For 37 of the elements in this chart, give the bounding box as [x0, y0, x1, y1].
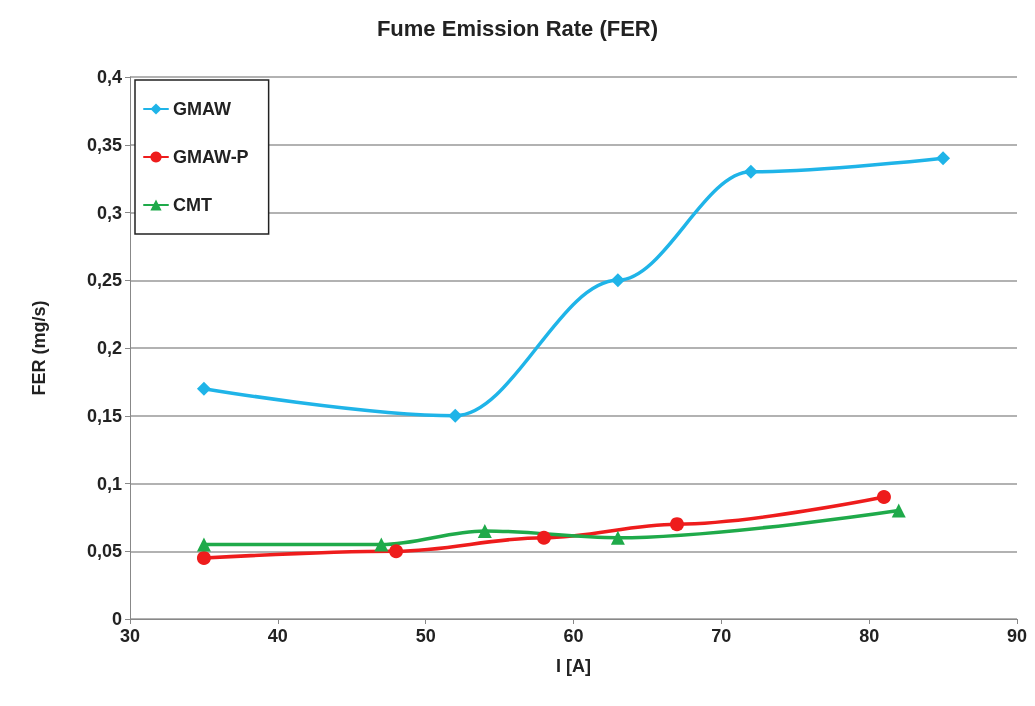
chart-title: Fume Emission Rate (FER)	[376, 15, 659, 41]
y-tick-label: 0,3	[96, 202, 122, 223]
point	[374, 537, 389, 552]
x-tick-label: 40	[267, 626, 288, 646]
y-tick-label: 0,2	[96, 338, 122, 358]
legend-label: CMT	[173, 195, 212, 215]
y-tick-label: 0,25	[86, 270, 122, 291]
point	[196, 551, 211, 566]
x-axis-title: I [A]	[556, 656, 591, 676]
point	[536, 530, 551, 545]
point	[876, 490, 891, 505]
point	[743, 164, 758, 179]
legend-label: GMAW-P	[173, 147, 249, 167]
point	[610, 273, 625, 288]
point	[196, 537, 211, 552]
y-tick-label: 0,1	[96, 473, 122, 494]
point	[477, 523, 492, 538]
point	[610, 530, 625, 545]
x-tick-label: 70	[711, 626, 732, 646]
point	[936, 151, 951, 166]
point	[196, 381, 211, 396]
point	[891, 503, 906, 518]
legend-label: GMAW	[173, 99, 231, 119]
y-tick-label: 0,35	[86, 134, 122, 155]
point	[448, 408, 463, 423]
x-tick-label: 80	[859, 626, 880, 646]
x-tick-label: 90	[1006, 626, 1028, 646]
y-tick-label: 0	[111, 609, 122, 629]
point	[389, 544, 404, 559]
point	[670, 517, 684, 532]
y-tick-label: 0,4	[96, 67, 122, 87]
x-tick-label: 30	[119, 626, 141, 646]
y-axis-title: FER (mg/s)	[29, 300, 49, 396]
x-tick-label: 50	[415, 626, 436, 646]
x-tick-label: 60	[563, 626, 584, 646]
y-tick-label: 0,15	[86, 405, 122, 426]
y-tick-label: 0,05	[86, 541, 122, 562]
